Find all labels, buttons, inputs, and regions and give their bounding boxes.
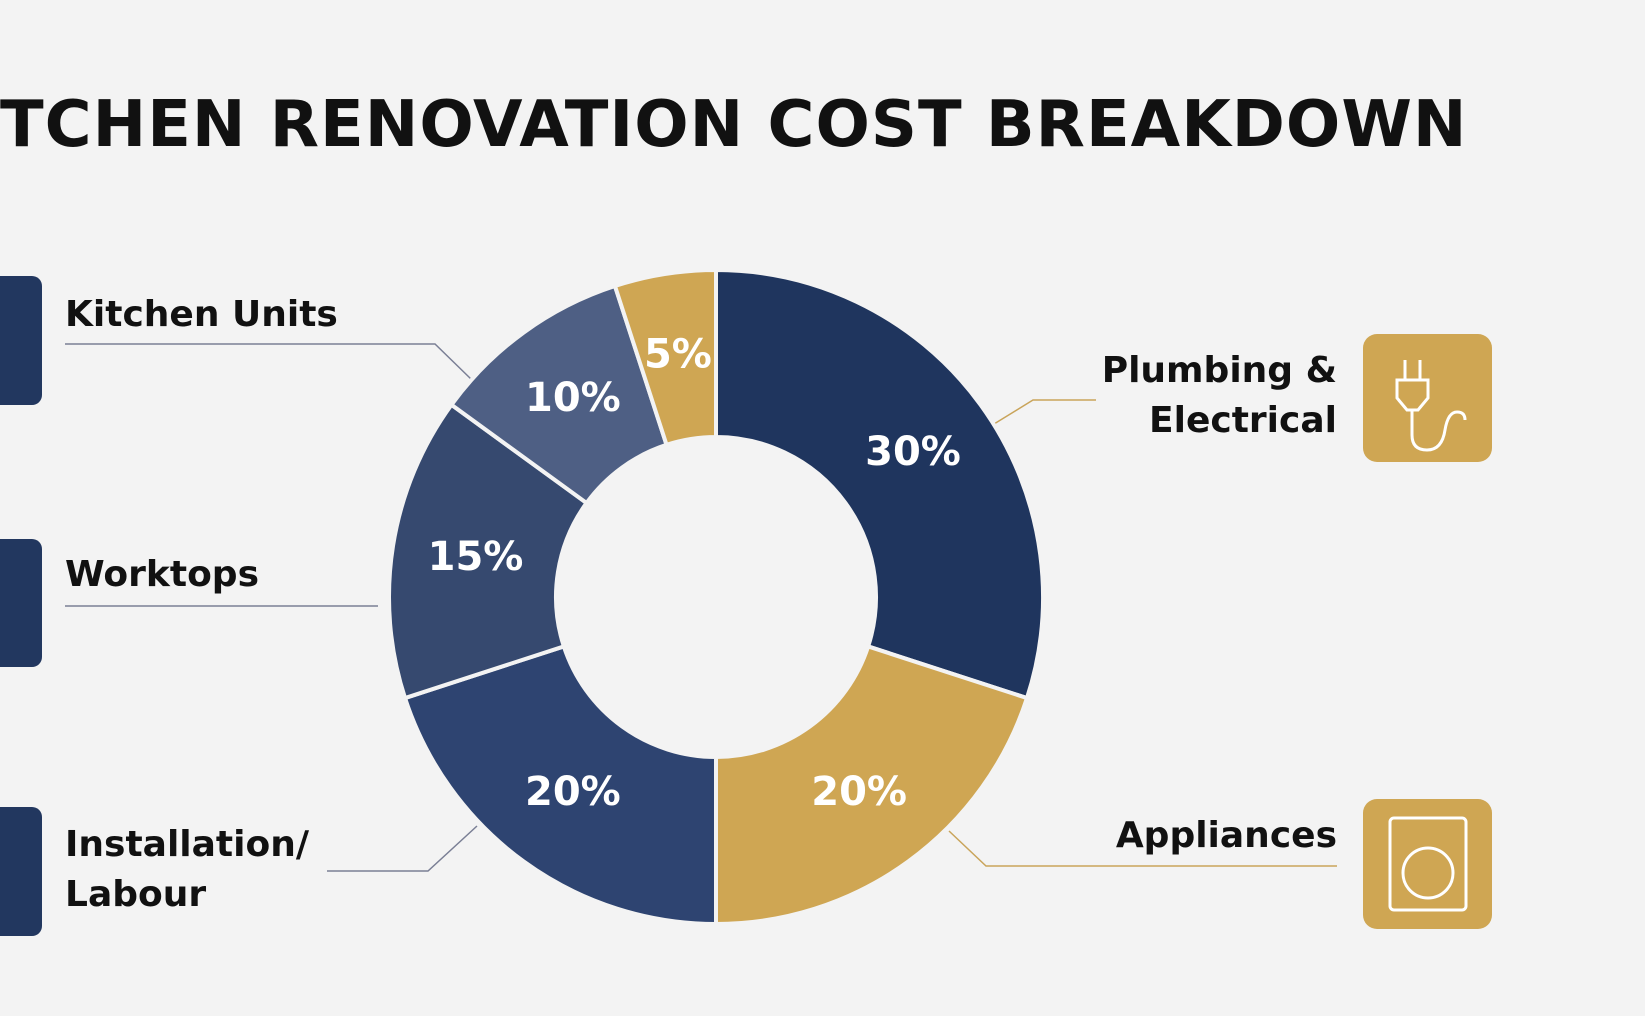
leader-line — [65, 343, 473, 381]
value-label: 10% — [525, 375, 621, 421]
donut-slice — [402, 643, 718, 927]
icon-kitchen-units — [0, 276, 42, 405]
category-label: Kitchen Units — [65, 294, 338, 335]
leader-line — [948, 830, 1337, 867]
donut-slice — [387, 401, 590, 701]
value-label: 5% — [644, 331, 712, 377]
chart-title: TCHEN RENOVATION COST BREAKDOWN — [0, 88, 1468, 162]
donut-slice — [612, 267, 718, 448]
leader-line — [327, 825, 478, 872]
icon-worktops — [0, 539, 42, 667]
donut-slice — [714, 643, 1030, 927]
category-label: Worktops — [65, 554, 259, 595]
category-label: Installation/ Labour — [65, 824, 309, 915]
leader-lines — [65, 343, 478, 872]
value-label: 30% — [865, 429, 961, 475]
icon-installation — [0, 807, 42, 936]
icon-plug — [1395, 360, 1467, 452]
icons — [0, 276, 1492, 936]
category-label: Appliances — [1115, 815, 1337, 856]
value-label: 20% — [525, 769, 621, 815]
leader-lines — [948, 399, 1337, 867]
donut-slice — [714, 267, 1045, 701]
icon-washer — [1388, 816, 1468, 912]
value-label: 20% — [811, 769, 907, 815]
leader-line — [993, 399, 1096, 425]
category-label: Plumbing & Electrical — [1101, 350, 1337, 441]
icon-washer-door — [1401, 846, 1455, 900]
icon-appliances — [1363, 799, 1492, 929]
value-label: 15% — [428, 534, 524, 580]
